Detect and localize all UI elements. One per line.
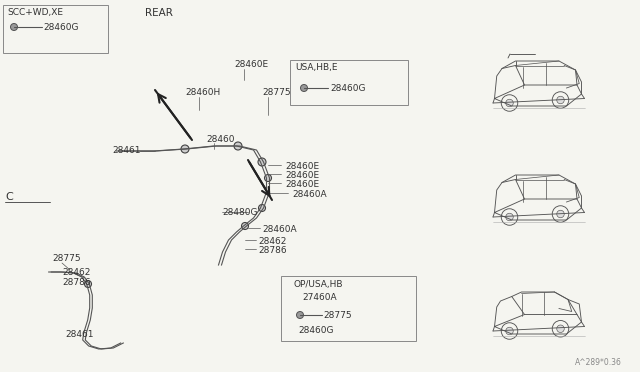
Circle shape bbox=[506, 99, 513, 107]
Text: 28461: 28461 bbox=[65, 330, 93, 339]
Bar bbox=[3, 5, 108, 53]
Text: 28775: 28775 bbox=[323, 311, 351, 320]
Circle shape bbox=[258, 158, 266, 166]
Text: 28460A: 28460A bbox=[292, 190, 326, 199]
Circle shape bbox=[506, 213, 513, 221]
Text: 28460A: 28460A bbox=[262, 225, 296, 234]
Text: 28461: 28461 bbox=[112, 146, 141, 155]
Text: 28460E: 28460E bbox=[285, 162, 319, 171]
Text: 28462: 28462 bbox=[258, 237, 286, 246]
Text: 28460G: 28460G bbox=[298, 326, 333, 335]
Text: 28786: 28786 bbox=[62, 278, 91, 287]
Text: USA,HB,E: USA,HB,E bbox=[295, 63, 337, 72]
Text: 27460A: 27460A bbox=[302, 293, 337, 302]
Circle shape bbox=[234, 142, 242, 150]
Circle shape bbox=[557, 325, 564, 333]
Bar bbox=[290, 60, 408, 105]
Circle shape bbox=[506, 327, 513, 335]
Text: 28775: 28775 bbox=[262, 88, 291, 97]
Circle shape bbox=[84, 280, 92, 288]
Circle shape bbox=[181, 145, 189, 153]
Bar bbox=[281, 276, 416, 341]
Text: 28462: 28462 bbox=[62, 268, 90, 277]
Text: SCC+WD,XE: SCC+WD,XE bbox=[7, 8, 63, 17]
Text: 28460E: 28460E bbox=[285, 180, 319, 189]
Text: 28460G: 28460G bbox=[43, 23, 79, 32]
Text: 28786: 28786 bbox=[258, 246, 287, 255]
Text: 28775: 28775 bbox=[52, 254, 81, 263]
Circle shape bbox=[301, 84, 307, 92]
Text: 28480G: 28480G bbox=[222, 208, 257, 217]
Text: 28460H: 28460H bbox=[185, 88, 220, 97]
Text: 28460E: 28460E bbox=[285, 171, 319, 180]
Text: 28460E: 28460E bbox=[234, 60, 268, 69]
Text: 28460: 28460 bbox=[206, 135, 234, 144]
Text: 28460G: 28460G bbox=[330, 84, 365, 93]
Text: A^289*0.36: A^289*0.36 bbox=[575, 358, 622, 367]
Circle shape bbox=[264, 174, 271, 182]
Circle shape bbox=[296, 311, 303, 318]
Text: OP/USA,HB: OP/USA,HB bbox=[294, 280, 344, 289]
Circle shape bbox=[557, 210, 564, 218]
Circle shape bbox=[10, 23, 17, 31]
Circle shape bbox=[557, 96, 564, 104]
Text: REAR: REAR bbox=[145, 8, 173, 18]
Circle shape bbox=[241, 222, 248, 230]
Text: C: C bbox=[5, 192, 13, 202]
Circle shape bbox=[259, 205, 266, 212]
